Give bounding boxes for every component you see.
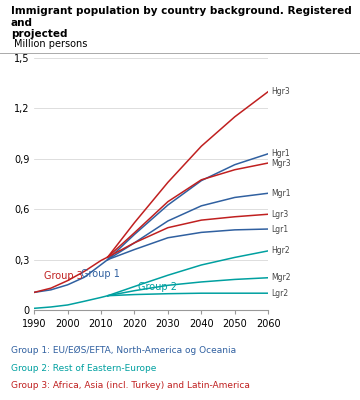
Text: Group 3: Africa, Asia (incl. Turkey) and Latin-America: Group 3: Africa, Asia (incl. Turkey) and…	[11, 381, 250, 390]
Text: Hgr2: Hgr2	[271, 246, 290, 255]
Text: Group 2: Rest of Eastern-Europe: Group 2: Rest of Eastern-Europe	[11, 364, 156, 373]
Text: Mgr2: Mgr2	[271, 273, 291, 282]
Text: Group 1: EU/EØS/EFTA, North-America og Oceania: Group 1: EU/EØS/EFTA, North-America og O…	[11, 346, 236, 355]
Text: Mgr1: Mgr1	[271, 189, 291, 198]
Text: Group 2: Group 2	[138, 282, 177, 292]
Text: Hgr1: Hgr1	[271, 149, 290, 158]
Text: Hgr3: Hgr3	[271, 87, 290, 96]
Text: Group 3: Group 3	[44, 271, 83, 282]
Text: Mgr3: Mgr3	[271, 158, 291, 168]
Text: Group 1: Group 1	[81, 269, 120, 279]
Text: Lgr1: Lgr1	[271, 224, 289, 234]
Text: Lgr3: Lgr3	[271, 210, 289, 219]
Text: Immigrant population by country background. Registered and
projected: Immigrant population by country backgrou…	[11, 6, 352, 39]
Text: Million persons: Million persons	[14, 39, 88, 49]
Text: Lgr2: Lgr2	[271, 289, 289, 298]
